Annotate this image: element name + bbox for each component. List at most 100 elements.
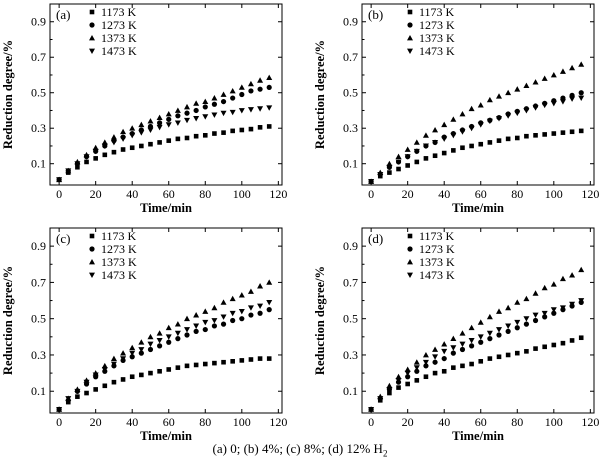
chart-panel-1: 0 20 40 60 80 100 120 0.1 0.3 0.5 0.7 0.9 Time/min Re… [1, 3, 287, 215]
data-point [441, 136, 448, 142]
data-point [147, 333, 154, 340]
data-point [220, 91, 227, 97]
data-point [266, 307, 272, 313]
data-point [266, 356, 272, 361]
data-point [110, 355, 117, 361]
data-point [496, 93, 503, 99]
x-tick-label: 20 [90, 415, 102, 429]
data-point [238, 292, 245, 298]
x-axis-label: Time/min [140, 201, 192, 215]
data-point [157, 368, 162, 374]
data-point [569, 338, 575, 343]
x-axis-label: Time/min [140, 429, 192, 443]
plot-frame [49, 227, 283, 414]
panel-label: (d) [368, 231, 383, 246]
data-point [441, 348, 448, 355]
data-point [229, 87, 236, 94]
data-point [532, 317, 539, 324]
data-point [74, 161, 81, 167]
data-point [138, 347, 145, 353]
data-point [65, 168, 72, 174]
data-point [157, 343, 163, 349]
series-1173-K [368, 335, 584, 412]
data-point [414, 378, 420, 383]
y-tick-label: 0.7 [31, 275, 46, 289]
data-point [101, 362, 108, 369]
data-point [193, 133, 199, 139]
data-point [387, 170, 392, 175]
data-point [129, 344, 136, 351]
data-point [441, 150, 447, 156]
data-point [551, 342, 557, 348]
data-point [422, 351, 429, 358]
data-point [212, 360, 217, 366]
data-point [368, 406, 375, 413]
data-point [65, 396, 72, 402]
data-point [175, 336, 181, 342]
data-point [532, 105, 539, 111]
data-point [239, 316, 245, 322]
caption-text: (a) 0; (b) 4%; (c) 8%; (d) 12% H [212, 441, 383, 456]
data-point [514, 299, 521, 305]
data-point [138, 339, 145, 345]
data-point [175, 113, 181, 119]
data-point [166, 339, 172, 345]
data-point [414, 159, 420, 165]
data-point [478, 359, 484, 364]
series-1373-K [56, 74, 273, 183]
data-point [533, 346, 538, 351]
y-tick-label: 0.7 [31, 50, 46, 64]
data-point [532, 312, 539, 319]
data-point [92, 372, 99, 378]
legend-marker [407, 233, 413, 239]
data-point [238, 108, 245, 114]
data-point [386, 164, 393, 171]
data-point [230, 359, 235, 364]
data-point [83, 154, 90, 160]
data-point [129, 354, 135, 360]
series-1473-K [368, 298, 585, 413]
data-point [110, 134, 117, 140]
data-point [505, 113, 512, 119]
legend-marker [407, 246, 413, 252]
data-point [110, 361, 117, 368]
data-point [450, 116, 457, 122]
data-point [156, 124, 163, 131]
data-point [441, 368, 447, 374]
data-point [486, 330, 493, 337]
chart-panel-2: 0 20 40 60 80 100 120 0.1 0.3 0.5 0.7 0.9 Time/min Re… [313, 3, 599, 215]
data-point [423, 156, 429, 161]
data-point [386, 387, 393, 393]
data-point [202, 326, 208, 333]
data-point [487, 336, 493, 342]
legend-label: 1173 K [101, 229, 137, 243]
data-point [75, 394, 80, 399]
data-point [578, 266, 585, 273]
data-point [193, 100, 200, 106]
data-point [247, 305, 254, 311]
data-point [486, 118, 493, 125]
legend-marker [407, 22, 413, 28]
x-tick-label: 60 [163, 415, 175, 429]
y-tick-label: 0.3 [31, 348, 46, 362]
data-point [229, 310, 236, 317]
x-tick-label: 80 [511, 415, 523, 429]
data-point [496, 308, 503, 314]
data-point [550, 307, 557, 313]
data-point [559, 99, 566, 105]
data-point [432, 354, 439, 360]
data-point [239, 358, 245, 363]
data-point [238, 309, 245, 315]
data-point [468, 105, 475, 112]
x-tick-label: 40 [438, 187, 450, 201]
legend-label: 1473 K [419, 268, 455, 282]
x-tick-label: 0 [368, 187, 374, 201]
data-point [175, 365, 181, 370]
data-point [432, 153, 438, 159]
data-point [202, 133, 208, 138]
data-point [496, 332, 502, 338]
legend-label: 1173 K [419, 5, 455, 19]
data-point [157, 120, 163, 126]
data-point [459, 346, 466, 353]
data-point [93, 156, 98, 161]
